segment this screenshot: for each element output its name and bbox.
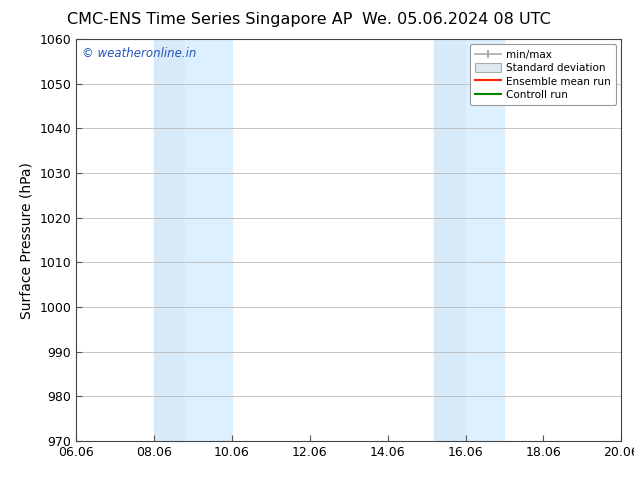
- Legend: min/max, Standard deviation, Ensemble mean run, Controll run: min/max, Standard deviation, Ensemble me…: [470, 45, 616, 105]
- Text: © weatheronline.in: © weatheronline.in: [82, 47, 196, 60]
- Bar: [465, 39, 505, 441]
- Bar: [154, 39, 185, 441]
- Bar: [185, 39, 232, 441]
- Bar: [434, 39, 465, 441]
- Y-axis label: Surface Pressure (hPa): Surface Pressure (hPa): [20, 162, 34, 318]
- Text: CMC-ENS Time Series Singapore AP: CMC-ENS Time Series Singapore AP: [67, 12, 352, 27]
- Text: We. 05.06.2024 08 UTC: We. 05.06.2024 08 UTC: [362, 12, 551, 27]
